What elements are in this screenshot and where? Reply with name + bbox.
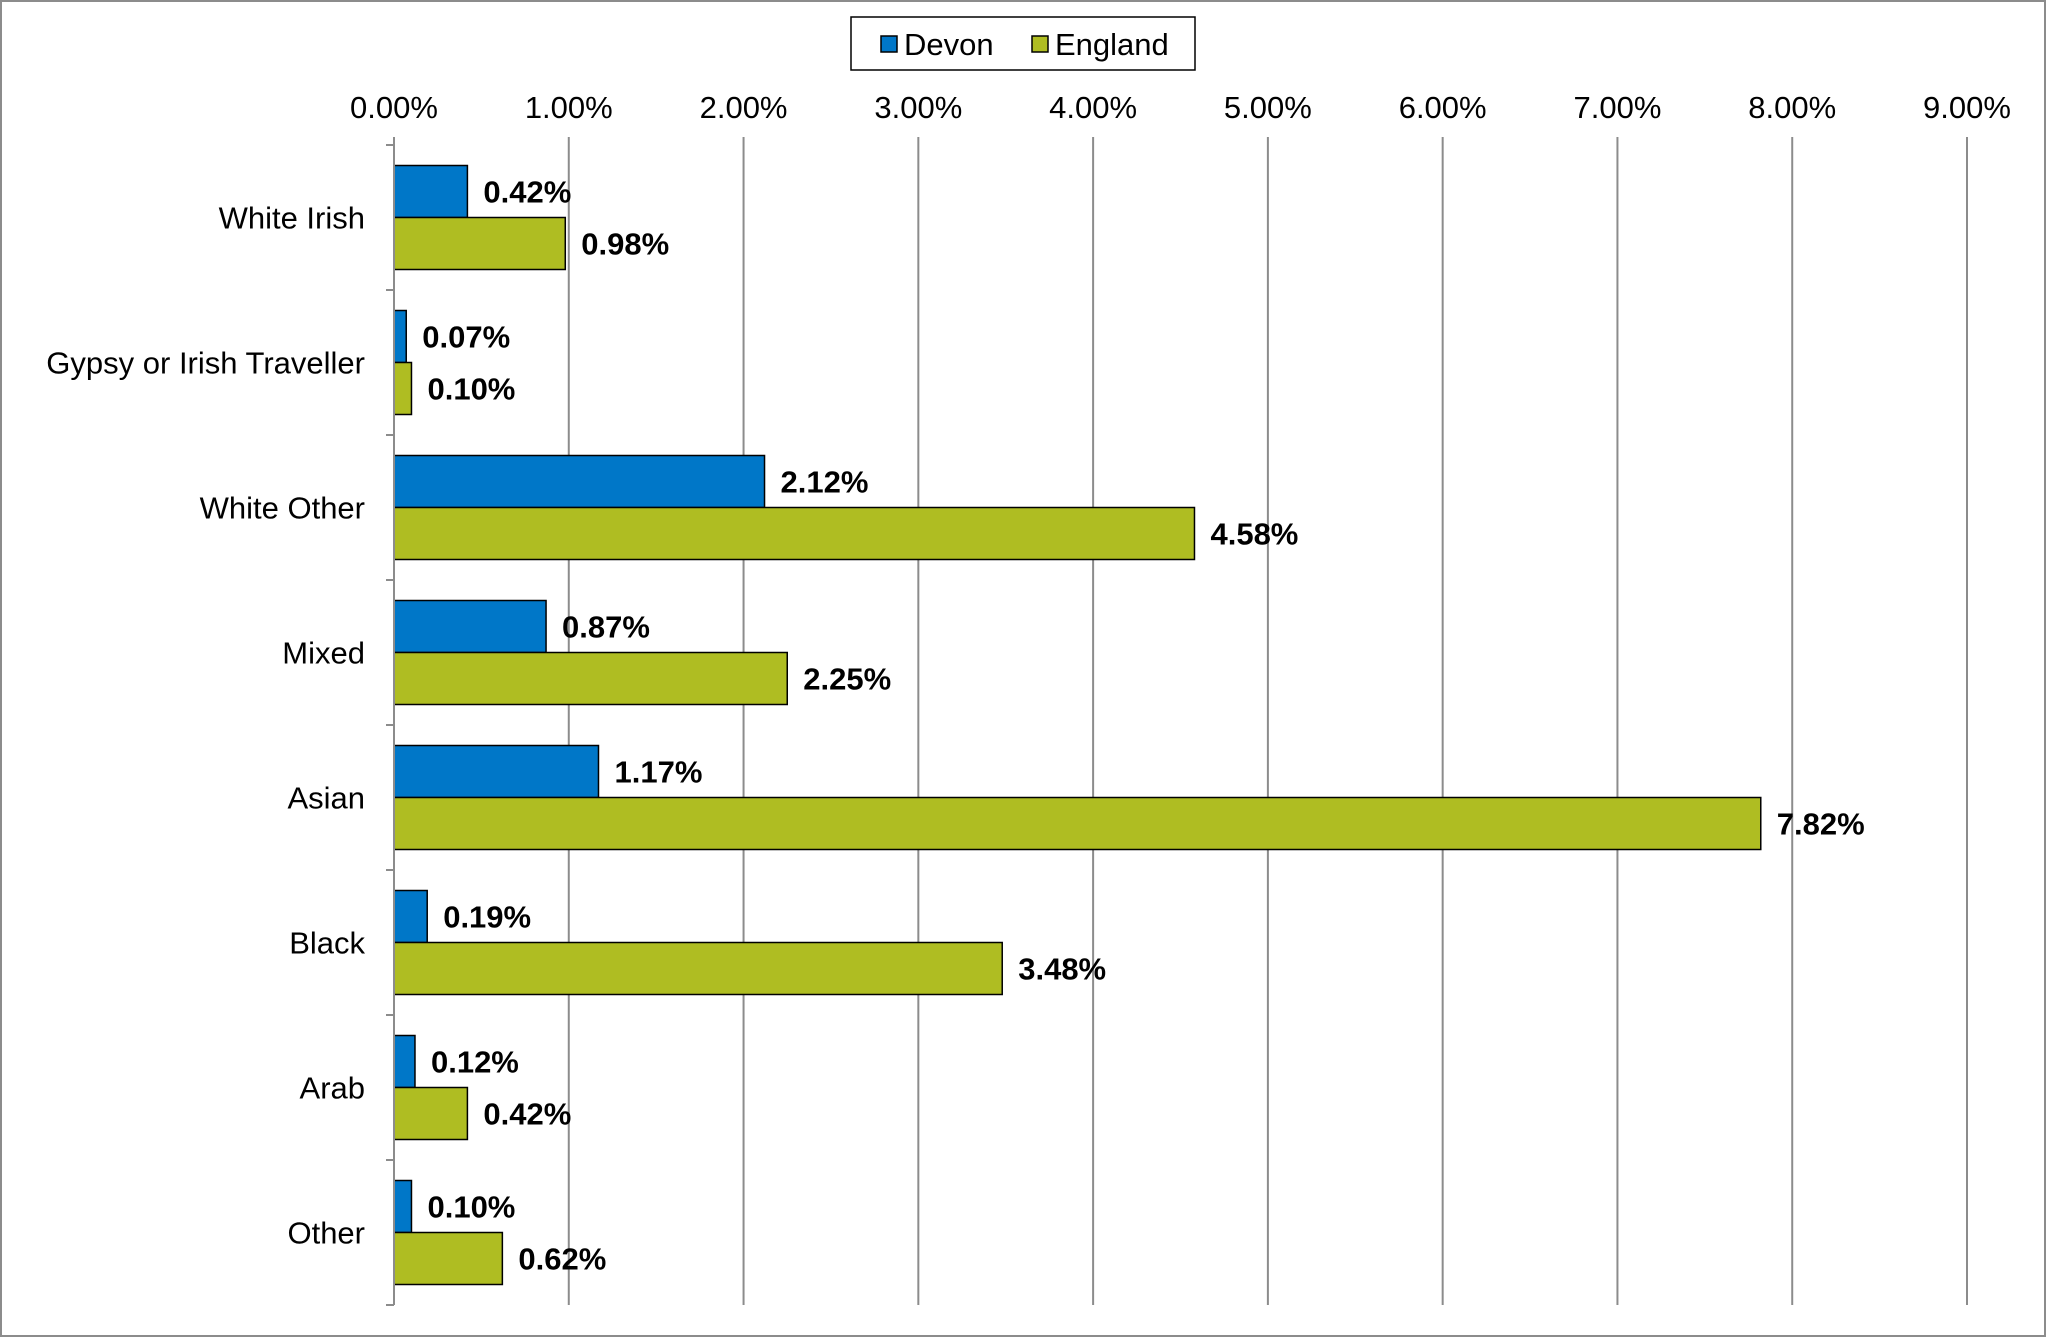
data-label: 0.42%	[483, 1097, 571, 1132]
data-label: 0.42%	[483, 175, 571, 210]
legend-label-devon: Devon	[904, 27, 994, 62]
bar-england	[393, 796, 1762, 851]
data-label: 3.48%	[1018, 952, 1106, 987]
bar-england	[393, 1231, 504, 1286]
data-label: 0.87%	[562, 610, 650, 645]
data-labels: 0.42% 0.98% 0.07% 0.10% 2.12% 4.58% 0.87% 2.25%…	[422, 175, 1864, 1277]
x-tick-label: 1.00%	[525, 90, 613, 125]
data-label: 0.12%	[431, 1045, 519, 1080]
data-label: 7.82%	[1777, 807, 1865, 842]
data-label: 0.19%	[443, 900, 531, 935]
bar-england	[393, 506, 1196, 561]
x-tick-label: 9.00%	[1923, 90, 2011, 125]
legend-label-england: England	[1055, 27, 1169, 62]
x-tick-label: 5.00%	[1224, 90, 1312, 125]
bar-england	[393, 216, 567, 271]
legend: Devon England	[850, 16, 1196, 71]
bar-devon	[393, 309, 407, 364]
data-label: 4.58%	[1210, 517, 1298, 552]
category-label: Black	[289, 926, 365, 961]
category-label: Asian	[287, 781, 365, 816]
category-label: Other	[287, 1216, 365, 1251]
bar-devon	[393, 454, 766, 509]
bar-england	[393, 941, 1003, 996]
data-label: 0.98%	[581, 227, 669, 262]
bar-devon	[393, 744, 600, 799]
bar-england	[393, 361, 413, 416]
x-tick-label: 8.00%	[1748, 90, 1836, 125]
bar-devon	[393, 889, 428, 944]
category-axis	[386, 144, 395, 1306]
data-label: 0.10%	[427, 372, 515, 407]
x-tick-label: 4.00%	[1049, 90, 1137, 125]
gridlines	[393, 137, 1968, 1305]
data-label: 1.17%	[614, 755, 702, 790]
data-label: 2.12%	[781, 465, 869, 500]
x-tick-label: 7.00%	[1573, 90, 1661, 125]
data-label: 2.25%	[803, 662, 891, 697]
legend-box	[850, 16, 1196, 71]
x-tick-label: 2.00%	[700, 90, 788, 125]
category-label: White Other	[200, 491, 365, 526]
bar-devon	[393, 1034, 416, 1089]
category-label: Arab	[300, 1071, 365, 1106]
legend-swatch-devon	[880, 35, 898, 53]
data-label: 0.07%	[422, 320, 510, 355]
bar-devon	[393, 164, 469, 219]
category-label: White Irish	[219, 201, 365, 236]
bar-devon	[393, 599, 547, 654]
data-label: 0.10%	[427, 1190, 515, 1225]
x-tick-label: 0.00%	[350, 90, 438, 125]
x-tick-labels: 0.00% 1.00% 2.00% 3.00% 4.00% 5.00% 6.00% 7.00%…	[350, 90, 2011, 125]
bars	[393, 164, 1762, 1286]
bar-england	[393, 651, 788, 706]
category-label: Mixed	[282, 636, 365, 671]
category-label: Gypsy or Irish Traveller	[46, 346, 365, 381]
category-labels: White Irish Gypsy or Irish Traveller White…	[46, 201, 365, 1251]
legend-swatch-england	[1031, 35, 1049, 53]
bar-devon	[393, 1179, 413, 1234]
x-tick-label: 3.00%	[874, 90, 962, 125]
x-tick-label: 6.00%	[1399, 90, 1487, 125]
bar-england	[393, 1086, 469, 1141]
data-label: 0.62%	[518, 1242, 606, 1277]
